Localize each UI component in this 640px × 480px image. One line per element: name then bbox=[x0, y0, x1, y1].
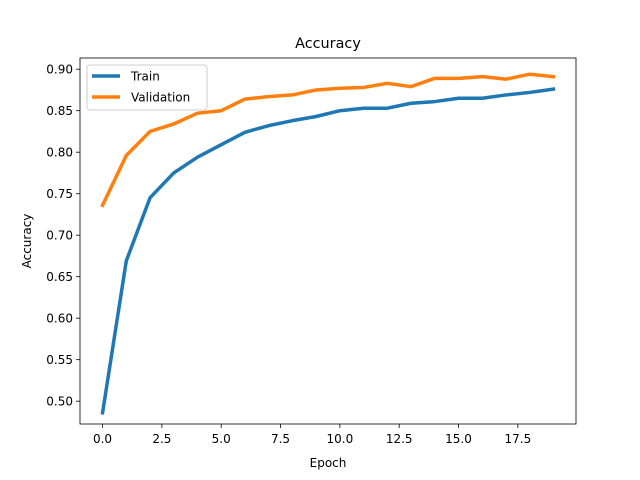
data-point-train-10 bbox=[338, 109, 341, 112]
legend-label-train: Train bbox=[130, 70, 160, 84]
data-point-validation-14 bbox=[433, 77, 436, 80]
data-point-train-13 bbox=[410, 102, 413, 105]
data-point-validation-6 bbox=[243, 98, 246, 101]
x-tick-label: 0.0 bbox=[93, 432, 112, 446]
x-axis-title: Epoch bbox=[310, 456, 347, 470]
data-point-train-14 bbox=[433, 100, 436, 103]
data-point-train-4 bbox=[196, 156, 199, 159]
data-point-validation-10 bbox=[338, 87, 341, 90]
data-point-train-0 bbox=[101, 411, 104, 414]
data-point-train-19 bbox=[552, 88, 555, 91]
x-tick-label: 5.0 bbox=[212, 432, 231, 446]
y-tick-label: 0.70 bbox=[46, 228, 73, 242]
plot-frame bbox=[79, 57, 577, 425]
legend-label-validation: Validation bbox=[131, 91, 190, 105]
data-point-train-9 bbox=[315, 115, 318, 118]
data-point-train-6 bbox=[243, 131, 246, 134]
y-tick-label: 0.85 bbox=[46, 104, 73, 118]
x-tick-label: 12.5 bbox=[386, 432, 413, 446]
y-tick-label: 0.55 bbox=[46, 353, 73, 367]
data-point-validation-0 bbox=[101, 204, 104, 207]
legend: Train Validation bbox=[86, 64, 208, 111]
data-point-train-1 bbox=[125, 259, 128, 262]
data-point-validation-13 bbox=[410, 85, 413, 88]
data-point-train-8 bbox=[291, 119, 294, 122]
data-point-validation-15 bbox=[457, 77, 460, 80]
data-point-validation-7 bbox=[267, 95, 270, 98]
y-tick-label: 0.60 bbox=[46, 311, 73, 325]
y-tick-label: 0.80 bbox=[46, 145, 73, 159]
data-point-validation-19 bbox=[552, 75, 555, 78]
y-tick-label: 0.50 bbox=[46, 394, 73, 408]
chart-title: Accuracy bbox=[295, 36, 361, 52]
data-point-validation-17 bbox=[504, 78, 507, 81]
data-point-validation-4 bbox=[196, 112, 199, 115]
series-layer bbox=[100, 72, 556, 415]
series-line-train bbox=[100, 87, 556, 415]
data-point-train-16 bbox=[481, 97, 484, 100]
data-point-train-15 bbox=[457, 97, 460, 100]
x-tick-label: 7.5 bbox=[271, 432, 290, 446]
data-point-validation-18 bbox=[528, 73, 531, 76]
data-point-validation-12 bbox=[386, 82, 389, 85]
x-tick-label: 10.0 bbox=[327, 432, 354, 446]
data-point-train-11 bbox=[362, 107, 365, 110]
data-point-train-5 bbox=[220, 143, 223, 146]
data-point-validation-1 bbox=[125, 154, 128, 157]
data-point-validation-16 bbox=[481, 75, 484, 78]
data-point-train-12 bbox=[386, 107, 389, 110]
y-tick-label: 0.75 bbox=[46, 187, 73, 201]
y-axis-title: Accuracy bbox=[20, 214, 34, 269]
y-tick-label: 0.90 bbox=[46, 63, 73, 77]
data-point-validation-11 bbox=[362, 86, 365, 89]
data-point-validation-3 bbox=[172, 122, 175, 125]
x-axis-ticks: 0.0 2.5 5.0 7.5 10.0 12.5 15.0 17.5 bbox=[93, 424, 531, 446]
x-tick-label: 15.0 bbox=[445, 432, 472, 446]
data-point-validation-8 bbox=[291, 93, 294, 96]
data-point-validation-9 bbox=[315, 88, 318, 91]
data-point-train-2 bbox=[149, 196, 152, 199]
y-tick-label: 0.65 bbox=[46, 270, 73, 284]
data-point-validation-2 bbox=[149, 130, 152, 133]
data-point-validation-5 bbox=[220, 109, 223, 112]
series-line-validation bbox=[100, 72, 556, 208]
data-point-train-7 bbox=[267, 124, 270, 127]
data-point-train-3 bbox=[172, 171, 175, 174]
data-point-train-18 bbox=[528, 91, 531, 94]
x-tick-label: 17.5 bbox=[504, 432, 531, 446]
data-point-train-17 bbox=[504, 93, 507, 96]
x-tick-label: 2.5 bbox=[152, 432, 171, 446]
y-axis-ticks: 0.50 0.55 0.60 0.65 0.70 0.75 0.80 0.85 0.90 bbox=[46, 63, 80, 408]
